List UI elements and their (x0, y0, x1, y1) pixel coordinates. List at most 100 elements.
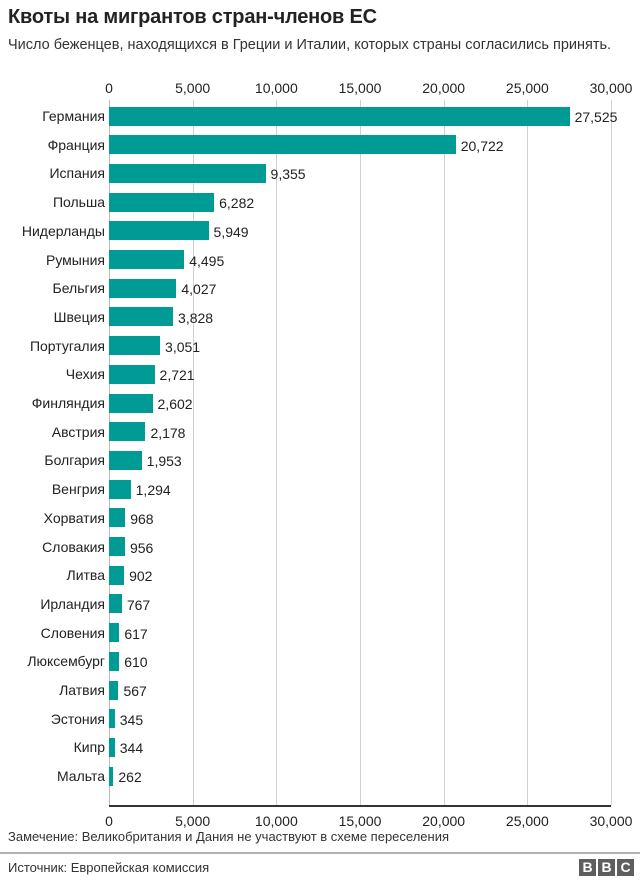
category-label: Эстония (50, 710, 105, 727)
gridline (444, 100, 445, 805)
value-label: 902 (129, 568, 153, 585)
value-label: 2,178 (150, 424, 186, 441)
category-label: Болгария (44, 452, 105, 469)
x-axis-bottom-tick: 10,000 (254, 813, 298, 829)
category-label: Ирландия (40, 595, 105, 612)
chart-title: Квоты на мигрантов стран-членов ЕС (8, 6, 377, 28)
x-axis-top-tick: 5,000 (175, 80, 211, 96)
value-label: 6,282 (219, 195, 255, 212)
category-label: Польша (52, 194, 105, 211)
category-label: Латвия (59, 682, 105, 698)
value-label: 4,027 (181, 281, 217, 298)
bar (109, 192, 215, 212)
bbc-logo-letter: B (579, 859, 596, 876)
x-axis-top-tick: 30,000 (589, 80, 633, 96)
value-label: 1,953 (146, 453, 182, 470)
bar (109, 709, 115, 729)
bbc-logo: B B C (579, 859, 634, 876)
bar (109, 278, 177, 298)
category-label: Хорватия (43, 509, 105, 526)
bar (109, 508, 126, 528)
x-axis-top-tick: 15,000 (338, 80, 382, 96)
value-label: 5,949 (213, 223, 249, 240)
bar (109, 565, 125, 585)
bar (109, 364, 155, 384)
value-label: 262 (118, 769, 142, 786)
category-label: Румыния (45, 251, 105, 268)
bar (109, 479, 131, 499)
value-label: 610 (124, 654, 148, 671)
gridline (527, 100, 528, 805)
x-axis-top-tick: 25,000 (505, 80, 549, 96)
value-label: 3,051 (165, 338, 201, 355)
value-label: 9,355 (270, 166, 306, 183)
gridline (193, 100, 194, 805)
value-label: 344 (119, 740, 144, 757)
bar (109, 393, 153, 413)
category-label: Австрия (51, 423, 105, 440)
category-label: Финляндия (31, 395, 105, 411)
category-label: Нидерланды (21, 222, 105, 239)
value-label: 2,602 (157, 396, 193, 412)
value-label: 2,721 (159, 367, 195, 384)
bar (109, 250, 185, 269)
x-axis-bottom-tick: 30,000 (589, 813, 633, 829)
gridline (276, 100, 277, 805)
bar (109, 537, 125, 556)
bar (109, 106, 570, 126)
bar (109, 336, 161, 356)
chart-note: Замечение: Великобритания и Дания не уча… (8, 829, 449, 844)
value-label: 968 (130, 510, 154, 527)
bar (109, 737, 115, 757)
category-label: Словакия (42, 538, 105, 555)
source-text: Источник: Европейская комиссия (8, 860, 210, 875)
chart-subtitle: Число беженцев, находящихся в Греции и И… (8, 37, 612, 53)
x-axis-line (109, 805, 611, 807)
x-axis-top-tick: 20,000 (422, 80, 466, 96)
bar (109, 651, 120, 671)
value-label: 767 (126, 596, 151, 613)
category-label: Испания (49, 165, 105, 182)
value-label: 345 (119, 711, 144, 728)
category-label: Португалия (29, 337, 105, 354)
value-label: 27,525 (574, 109, 618, 125)
bar (109, 680, 119, 700)
bar (109, 450, 142, 470)
value-label: 617 (124, 625, 148, 642)
x-axis-bottom-tick: 25,000 (505, 813, 549, 829)
value-label: 567 (123, 683, 147, 699)
category-label: Мальта (56, 768, 105, 785)
bar (109, 163, 266, 183)
value-label: 4,495 (189, 252, 225, 269)
category-label: Венгрия (51, 481, 105, 498)
x-axis-top-tick: 10,000 (254, 80, 298, 96)
x-axis-bottom-tick: 5,000 (175, 813, 211, 829)
category-label: Словения (40, 624, 105, 641)
bar (109, 623, 120, 643)
x-axis-bottom-tick: 20,000 (422, 813, 466, 829)
bar (109, 221, 209, 241)
category-label: Швеция (53, 308, 105, 325)
value-label: 956 (129, 539, 154, 556)
category-label: Германия (42, 108, 105, 124)
value-label: 20,722 (460, 137, 504, 154)
footer-divider (0, 852, 640, 854)
category-label: Чехия (65, 366, 105, 383)
value-label: 1,294 (135, 482, 171, 499)
bar (109, 307, 174, 327)
bar (109, 766, 114, 786)
bar (109, 594, 122, 614)
category-label: Кипр (73, 739, 105, 756)
gridline (360, 100, 361, 805)
x-axis-top-tick: 0 (105, 80, 113, 96)
bbc-logo-letter: C (617, 859, 634, 876)
bar (109, 422, 146, 442)
category-label: Люксембург (27, 653, 105, 670)
x-axis-bottom-tick: 15,000 (338, 813, 382, 829)
bar (109, 135, 456, 155)
x-axis-bottom-tick: 0 (105, 813, 113, 829)
category-label: Литва (66, 567, 106, 584)
gridline (611, 100, 612, 805)
bbc-logo-letter: B (598, 859, 615, 876)
